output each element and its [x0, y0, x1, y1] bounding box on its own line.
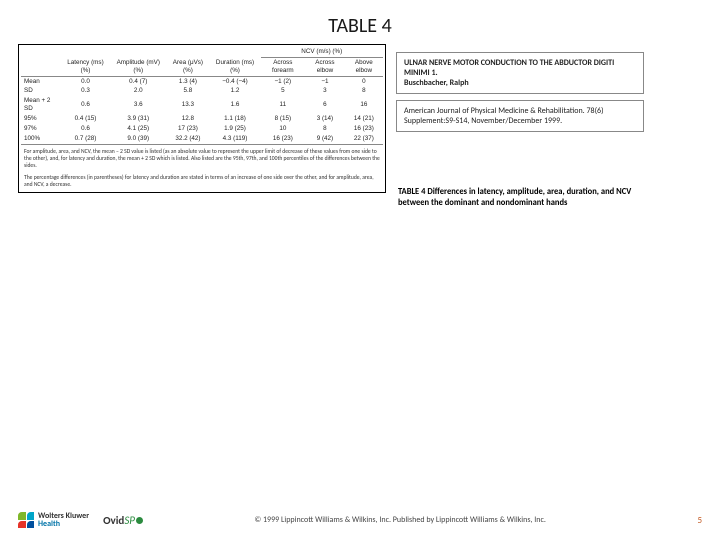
- copyright-text: © 1999 Lippincott Williams & Wilkins, In…: [143, 515, 697, 525]
- citation-text: American Journal of Physical Medicine & …: [404, 106, 636, 126]
- table-cell: 10: [261, 124, 306, 134]
- table-description: TABLE 4 Differences in latency, amplitud…: [396, 183, 644, 209]
- table-cell: 0.6: [61, 96, 110, 114]
- table-cell: 3.9 (31): [110, 114, 166, 124]
- table-cell: 2.0: [110, 86, 166, 96]
- ovid-text: Ovid: [103, 514, 124, 527]
- table-cell: 8: [345, 86, 383, 96]
- table-cell: 12.8: [166, 114, 209, 124]
- table-cell: 5.8: [166, 86, 209, 96]
- col-ncv-elbow: Across elbow: [305, 57, 345, 76]
- table-cell: 1.2: [209, 86, 260, 96]
- table-cell: 9 (42): [305, 134, 345, 144]
- row-label: 100%: [21, 134, 61, 144]
- table-cell: 16 (23): [261, 134, 306, 144]
- table-cell: 17 (23): [166, 124, 209, 134]
- table-cell: 9.0 (39): [110, 134, 166, 144]
- col-ncv-forearm: Across forearm: [261, 57, 306, 76]
- page-title: TABLE 4: [0, 0, 720, 44]
- right-column: ULNAR NERVE MOTOR CONDUCTION TO THE ABDU…: [396, 44, 644, 209]
- row-label: SD: [21, 86, 61, 96]
- table-row: Mean + 2 SD0.63.613.31.611616: [21, 96, 383, 114]
- col-latency: Latency (ms) (%): [61, 47, 110, 76]
- table-cell: 0.7 (28): [61, 134, 110, 144]
- table-cell: 0.6: [61, 124, 110, 134]
- table-cell: 11: [261, 96, 306, 114]
- page-number: 5: [697, 515, 702, 526]
- col-amplitude: Amplitude (mV) (%): [110, 47, 166, 76]
- row-label: Mean: [21, 76, 61, 86]
- col-area: Area (μVs) (%): [166, 47, 209, 76]
- table-cell: −0.4 (−4): [209, 76, 260, 86]
- table-footnote-2: The percentage differences (in parenthes…: [21, 171, 383, 190]
- table-cell: 0.0: [61, 76, 110, 86]
- table-cell: 3: [305, 86, 345, 96]
- table-cell: 0.3: [61, 86, 110, 96]
- col-duration: Duration (ms) (%): [209, 47, 260, 76]
- content-area: Latency (ms) (%) Amplitude (mV) (%) Area…: [0, 44, 720, 209]
- wk-mark-icon: [18, 512, 34, 528]
- table-cell: 3.6: [110, 96, 166, 114]
- col-ncv-above: Above elbow: [345, 57, 383, 76]
- table-cell: 8: [305, 124, 345, 134]
- table-cell: 6: [305, 96, 345, 114]
- table-row: 97%0.64.1 (25)17 (23)1.9 (25)10816 (23): [21, 124, 383, 134]
- table-cell: −1 (2): [261, 76, 306, 86]
- wk-health: Health: [38, 519, 60, 529]
- table-cell: −1: [305, 76, 345, 86]
- table-cell: 16 (23): [345, 124, 383, 134]
- table-cell: 4.1 (25): [110, 124, 166, 134]
- info-box-title: ULNAR NERVE MOTOR CONDUCTION TO THE ABDU…: [396, 52, 644, 94]
- footer: Wolters Kluwer Health OvidSP © 1999 Lipp…: [18, 512, 702, 528]
- row-label: Mean + 2 SD: [21, 96, 61, 114]
- info-box-citation: American Journal of Physical Medicine & …: [396, 100, 644, 132]
- table-body: Mean0.00.4 (7)1.3 (4)−0.4 (−4)−1 (2)−10S…: [21, 76, 383, 144]
- study-title: ULNAR NERVE MOTOR CONDUCTION TO THE ABDU…: [404, 58, 636, 78]
- table-cell: 0: [345, 76, 383, 86]
- table-cell: 8 (15): [261, 114, 306, 124]
- table-cell: 1.1 (18): [209, 114, 260, 124]
- table-cell: 5: [261, 86, 306, 96]
- table-cell: 1.3 (4): [166, 76, 209, 86]
- study-author: Buschbacher, Ralph: [404, 78, 636, 88]
- ovid-dot-icon: [136, 517, 143, 524]
- table-cell: 0.4 (7): [110, 76, 166, 86]
- table-row: 95%0.4 (15)3.9 (31)12.81.1 (18)8 (15)3 (…: [21, 114, 383, 124]
- ovid-logo: OvidSP: [103, 514, 143, 527]
- ovid-sp: SP: [124, 514, 135, 527]
- table-footnote-1: For amplitude, area, and NCV, the mean −…: [21, 145, 383, 171]
- table-cell: 4.3 (119): [209, 134, 260, 144]
- wolters-kluwer-logo: Wolters Kluwer Health: [18, 512, 89, 528]
- table-cell: 3 (14): [305, 114, 345, 124]
- table-cell: 0.4 (15): [61, 114, 110, 124]
- table-row: Mean0.00.4 (7)1.3 (4)−0.4 (−4)−1 (2)−10: [21, 76, 383, 86]
- data-table: Latency (ms) (%) Amplitude (mV) (%) Area…: [21, 47, 383, 145]
- table-cell: 14 (21): [345, 114, 383, 124]
- table-row: 100%0.7 (28)9.0 (39)32.2 (42)4.3 (119)16…: [21, 134, 383, 144]
- row-label: 97%: [21, 124, 61, 134]
- table-cell: 13.3: [166, 96, 209, 114]
- col-ncv-super: NCV (m/s) (%): [261, 47, 383, 57]
- logo-group: Wolters Kluwer Health OvidSP: [18, 512, 143, 528]
- data-table-container: Latency (ms) (%) Amplitude (mV) (%) Area…: [18, 44, 386, 193]
- table-cell: 1.9 (25): [209, 124, 260, 134]
- table-cell: 32.2 (42): [166, 134, 209, 144]
- table-row: SD0.32.05.81.2538: [21, 86, 383, 96]
- table-cell: 16: [345, 96, 383, 114]
- table-cell: 1.6: [209, 96, 260, 114]
- row-label: 95%: [21, 114, 61, 124]
- table-cell: 22 (37): [345, 134, 383, 144]
